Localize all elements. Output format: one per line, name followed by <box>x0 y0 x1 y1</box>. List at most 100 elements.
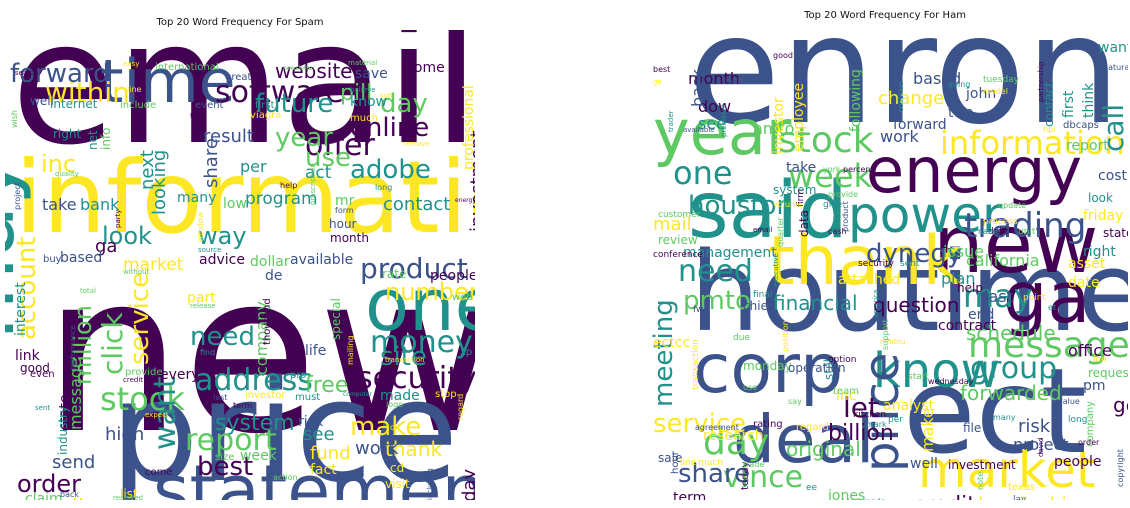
ham-word-term: term <box>673 490 706 500</box>
ham-word-long: long <box>1068 415 1087 425</box>
spam-word-xp: xp <box>460 347 472 358</box>
ham-word-forwarded: forwarded <box>960 381 1062 405</box>
spam-word-great: great <box>225 72 252 83</box>
ham-word-debt: debt <box>988 227 1009 237</box>
spam-word-fund: fund <box>310 443 351 464</box>
spam-word-search: search <box>15 69 38 77</box>
spam-word-line: line <box>127 85 142 94</box>
spam-word-email: email <box>11 30 475 183</box>
spam-word-event: event <box>195 100 224 111</box>
spam-word-industry: industry <box>56 406 70 455</box>
spam-word-life: life <box>305 343 326 359</box>
ham-word-said: said <box>688 166 848 256</box>
ham-word-update: update <box>998 201 1026 210</box>
ham-word-california: california <box>966 251 1040 270</box>
spam-word-include: include <box>120 100 156 111</box>
spam-word-company: company <box>252 301 271 375</box>
spam-word-computer: computer <box>343 391 372 398</box>
spam-word-form: form <box>335 206 354 215</box>
spam-word-people: people <box>430 268 475 284</box>
ham-word-still: still <box>822 359 836 380</box>
ham-word-hour: hour <box>670 450 681 474</box>
spam-word-sent: sent <box>35 404 50 412</box>
spam-word-party: party <box>114 210 122 229</box>
ham-word-trader: trader <box>667 110 675 132</box>
ham-word-trading: trading <box>964 206 1086 246</box>
ham-word-week: week <box>788 157 873 195</box>
spam-word-home: home <box>405 60 445 76</box>
spam-word-mr: mr <box>335 193 355 209</box>
ham-word-lay: lay <box>1013 495 1027 500</box>
ham-word-cost: cost <box>1098 168 1128 184</box>
spam-word-last: last <box>213 393 227 402</box>
ham-word-sale: sale <box>658 451 682 465</box>
ham-word-agreement: agreement <box>695 423 739 432</box>
ham-word-team: team <box>833 386 859 397</box>
spam-word-address: address <box>195 363 313 398</box>
ham-word-quarter: quarter <box>776 217 785 247</box>
spam-word-term: term <box>233 401 252 410</box>
spam-word-make: make <box>350 412 421 442</box>
ham-word-ee: ee <box>806 483 818 493</box>
ham-word-new: new <box>933 198 1098 291</box>
ham-word-mmbtu: mmbtu <box>880 338 905 346</box>
spam-word-web: web <box>452 292 473 303</box>
spam-word-state: state <box>57 395 73 430</box>
ham-word-email: email <box>753 226 772 234</box>
ham-word-deal: deal <box>733 401 874 478</box>
spam-word-today: today <box>459 468 475 500</box>
spam-word-work: work <box>355 438 399 459</box>
ham-word-go: go <box>653 78 662 86</box>
ham-word-ga: ga <box>1003 257 1090 339</box>
spam-word-money: money <box>370 325 473 360</box>
spam-word-come: come <box>145 467 173 478</box>
spam-word-next: next <box>137 150 158 190</box>
spam-word-without: without <box>123 268 150 276</box>
ham-word-ect: ect <box>903 342 1087 480</box>
spam-word-time: time <box>100 47 236 117</box>
spam-word-dollar: dollar <box>250 254 290 270</box>
ham-word-use: use <box>743 383 757 392</box>
spam-word-name: name <box>75 496 137 500</box>
ham-word-process: process <box>983 217 1018 227</box>
ham-word-wednesday: wednesday <box>928 377 974 386</box>
ham-word-chief: chief <box>743 299 773 313</box>
spam-chart-title: Top 20 Word Frequency For Spam <box>156 17 324 28</box>
ham-word-issue: issue <box>943 242 984 261</box>
ham-word-texas: texas <box>1008 482 1035 493</box>
spam-word-adobe: adobe <box>350 155 431 185</box>
spam-word-within: within <box>45 76 130 109</box>
spam-word-energy: energy <box>455 197 475 204</box>
ham-word-get: get <box>1113 393 1128 417</box>
spam-word-soft: soft <box>380 92 393 100</box>
ham-word-note: note <box>976 472 985 490</box>
spam-word-offer: offer <box>305 128 375 163</box>
ham-word-share: share <box>678 459 750 489</box>
ham-word-trade: trade <box>743 460 764 469</box>
ham-word-ectcc: ectcc <box>653 335 690 351</box>
spam-word-must: must <box>295 392 320 403</box>
ham-word-lon: lon <box>1093 355 1107 365</box>
ham-word-power: power <box>848 186 1003 244</box>
ham-word-million: million <box>823 496 883 500</box>
ham-word-look: look <box>1088 191 1113 205</box>
ham-word-employee: employee <box>791 83 807 152</box>
ham-word-best: best <box>653 65 670 74</box>
spam-word-website: website <box>275 59 352 83</box>
ham-word-regard: regard <box>796 422 829 433</box>
spam-word-believe: believe <box>350 86 375 94</box>
ham-word-available: available <box>683 126 715 134</box>
ham-word-research: research <box>703 428 764 444</box>
ham-word-america: america <box>872 290 880 318</box>
spam-word-take: take <box>42 195 77 214</box>
spam-word-know: know <box>350 94 387 110</box>
ham-word-review: review <box>658 233 698 247</box>
ham-word-company: company <box>1085 401 1096 447</box>
ham-word-cent: cent <box>723 77 741 86</box>
spam-word-software: software <box>215 75 344 110</box>
ham-word-give: give <box>823 200 843 210</box>
ham-word-rating: rating <box>753 419 783 430</box>
spam-word-special: special <box>329 298 343 340</box>
spam-word-save: save <box>355 66 388 82</box>
spam-word-even: even <box>30 369 55 380</box>
